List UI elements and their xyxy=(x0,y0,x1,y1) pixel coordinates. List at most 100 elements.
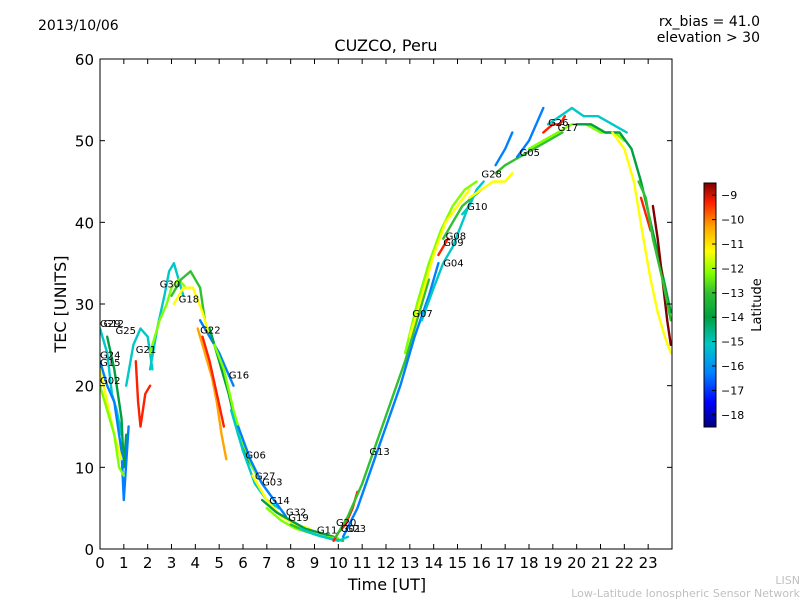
satellite-labels: G29G12G25G24G15G02G21G30G18G22G16G06G27G… xyxy=(100,118,578,537)
sat-label-g18: G18 xyxy=(179,294,199,305)
series-g13b xyxy=(341,262,440,538)
series-g26b xyxy=(542,114,566,134)
series-g21 xyxy=(124,327,154,387)
x-tick-label: 7 xyxy=(262,554,272,572)
x-tick-label: 23 xyxy=(639,554,658,572)
x-tick-label: 6 xyxy=(238,554,248,572)
series-g13 xyxy=(334,278,431,538)
series-g27 xyxy=(229,409,280,510)
sat-label-g05: G05 xyxy=(519,148,539,159)
x-tick-label: 17 xyxy=(496,554,515,572)
sat-label-g04: G04 xyxy=(443,258,463,269)
x-tick-label: 14 xyxy=(424,554,443,572)
sat-label-g32: G32 xyxy=(286,508,306,519)
series-gx5 xyxy=(637,180,672,322)
series-g03 xyxy=(236,425,288,518)
colorbar-tick-label: −11 xyxy=(721,238,744,251)
data-series-layer xyxy=(100,106,672,542)
series-gx3 xyxy=(639,196,652,232)
sat-label-g03: G03 xyxy=(262,477,282,488)
sat-label-g29: G29 xyxy=(100,319,120,330)
series-gx1 xyxy=(575,123,672,314)
colorbar-tick-label: −13 xyxy=(721,287,744,300)
sat-label-g16: G16 xyxy=(229,370,249,381)
y-tick-label: 30 xyxy=(75,296,94,314)
series-g04 xyxy=(420,196,473,322)
credit-network: Low-Latitude Ionospheric Sensor Network xyxy=(571,587,800,600)
x-tick-label: 2 xyxy=(143,554,153,572)
x-tick-label: 9 xyxy=(310,554,320,572)
sat-label-g12: G12 xyxy=(104,319,124,330)
series-g16 xyxy=(198,319,235,387)
series-g22 xyxy=(196,327,228,461)
series-g32 xyxy=(260,498,335,538)
series-g09 xyxy=(437,237,450,257)
colorbar-tick-label: −12 xyxy=(721,262,744,275)
x-tick-label: 12 xyxy=(376,554,395,572)
y-tick-label: 60 xyxy=(75,51,94,69)
date-label: 2013/10/06 xyxy=(38,18,119,34)
x-tick-label: 4 xyxy=(191,554,201,572)
colorbar-tick-label: −16 xyxy=(721,360,744,373)
colorbar-tick-label: −15 xyxy=(721,336,744,349)
sat-label-g24: G24 xyxy=(100,351,120,362)
x-tick-label: 8 xyxy=(286,554,296,572)
series-g21b xyxy=(134,360,152,428)
series-g05b xyxy=(494,131,514,167)
axes: 0 1 2 3 4 5 6 7 8 9 10 11 12 13 14 15 16 17 18 19 20 21 22 2301… xyxy=(75,51,672,572)
colorbar-tick-label: −10 xyxy=(721,214,744,227)
sat-label-g06: G06 xyxy=(245,450,265,461)
y-axis-label: TEC [UNITS] xyxy=(51,256,70,354)
colorbar-tick-label: −18 xyxy=(721,409,744,422)
x-tick-label: 16 xyxy=(472,554,491,572)
sat-label-g10: G10 xyxy=(467,202,487,213)
sat-label-g13: G13 xyxy=(369,447,389,458)
x-tick-label: 13 xyxy=(400,554,419,572)
series-g10 xyxy=(461,180,485,216)
colorbar-tick-label: −9 xyxy=(721,189,737,202)
sat-label-g07: G07 xyxy=(412,309,432,320)
sat-label-g02: G02 xyxy=(100,376,120,387)
sat-label-g27: G27 xyxy=(255,472,275,483)
x-tick-label: 11 xyxy=(353,554,372,572)
sat-label-g30: G30 xyxy=(160,280,180,291)
x-tick-label: 5 xyxy=(214,554,224,572)
credit-lisn: LISN xyxy=(775,574,800,587)
series-g07 xyxy=(403,180,478,355)
x-tick-label: 21 xyxy=(591,554,610,572)
rx-bias-label: rx_bias = 41.0 xyxy=(658,14,760,30)
sat-label-g21: G21 xyxy=(136,345,156,356)
series-g17b xyxy=(546,106,628,134)
x-tick-label: 22 xyxy=(615,554,634,572)
y-tick-label: 20 xyxy=(75,378,94,396)
x-tick-label: 19 xyxy=(543,554,562,572)
x-tick-label: 18 xyxy=(519,554,538,572)
series-g25 xyxy=(105,335,128,469)
sat-label-g08: G08 xyxy=(446,231,466,242)
x-tick-label: 3 xyxy=(167,554,177,572)
sat-label-g09: G09 xyxy=(443,238,463,249)
series-g18 xyxy=(170,270,207,322)
sat-label-g19: G19 xyxy=(288,513,308,524)
sat-label-g15: G15 xyxy=(100,358,120,369)
chart-title: CUZCO, Peru xyxy=(334,36,438,55)
colorbar-ticks: −9 −10 −11 −12 −13 −14 −15 −16 −17 −18 xyxy=(712,189,744,422)
colorbar-tick-label: −17 xyxy=(721,384,744,397)
series-g26 xyxy=(515,106,545,159)
sat-label-g11: G11 xyxy=(317,525,337,536)
sat-label-g23: G23 xyxy=(345,524,365,535)
sat-label-g01: G01 xyxy=(341,524,361,535)
x-tick-label: 10 xyxy=(329,554,348,572)
sat-label-g22: G22 xyxy=(200,325,220,336)
sat-label-g20: G20 xyxy=(336,518,356,529)
series-g05 xyxy=(494,131,564,175)
x-tick-label: 0 xyxy=(95,554,105,572)
x-tick-label: 20 xyxy=(567,554,586,572)
x-tick-label: 1 xyxy=(119,554,129,572)
sat-label-g28: G28 xyxy=(481,169,501,180)
series-gx2 xyxy=(611,131,672,355)
y-tick-label: 0 xyxy=(84,541,94,559)
series-g18b xyxy=(172,286,211,338)
